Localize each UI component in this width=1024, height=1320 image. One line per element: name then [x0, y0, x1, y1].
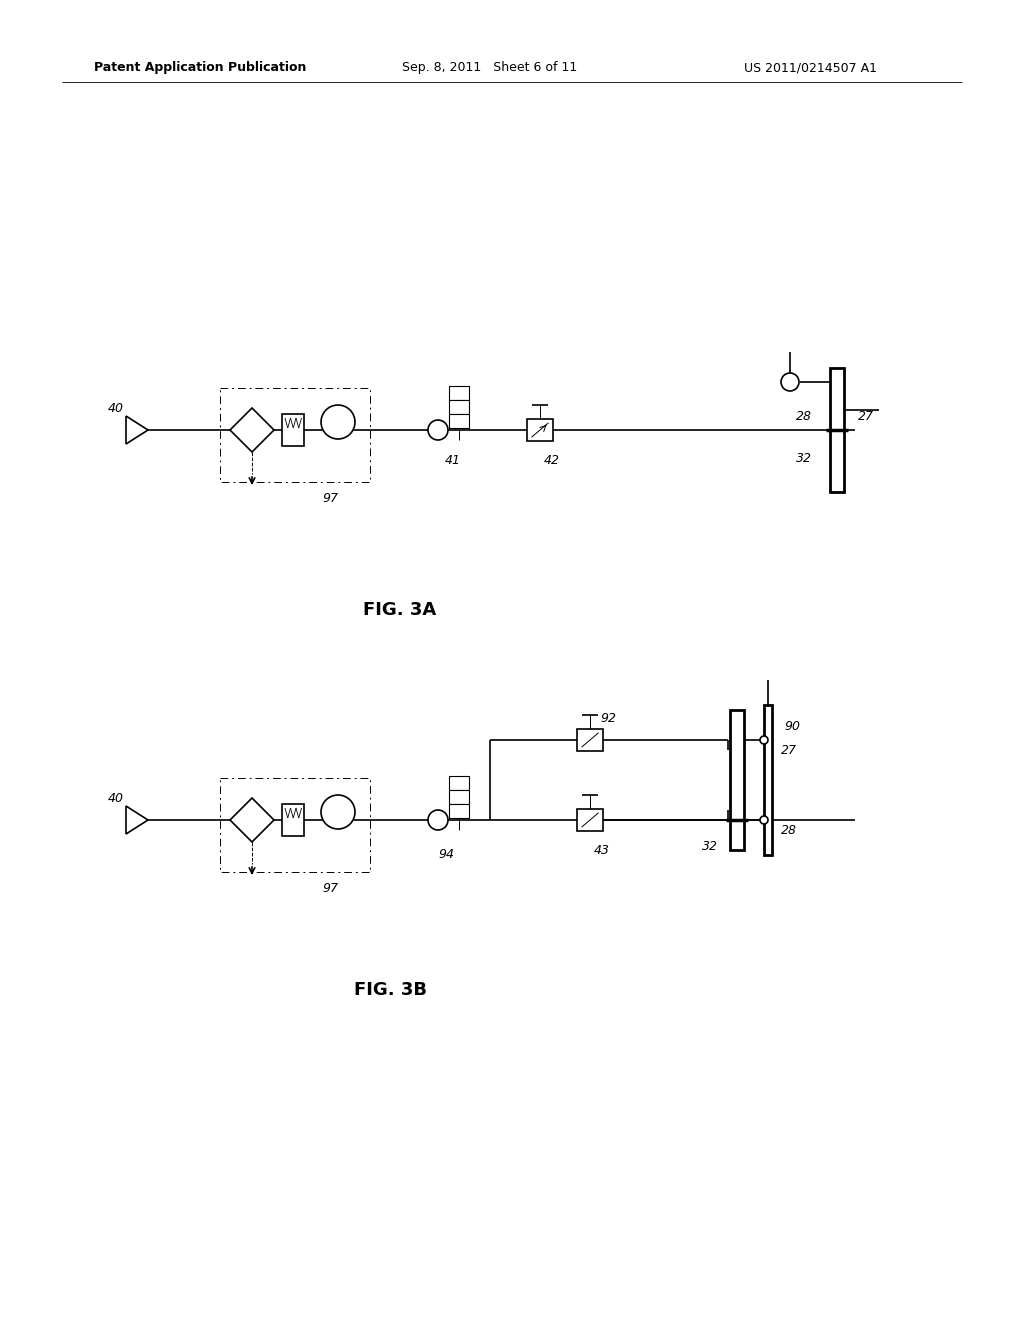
Polygon shape	[126, 807, 148, 834]
Text: US 2011/0214507 A1: US 2011/0214507 A1	[743, 62, 877, 74]
Circle shape	[781, 374, 799, 391]
Text: 42: 42	[544, 454, 560, 466]
Bar	[449, 804, 469, 818]
Text: 94: 94	[438, 847, 454, 861]
Bar	[577, 729, 603, 751]
Circle shape	[428, 420, 449, 440]
Bar	[730, 710, 744, 850]
Bar	[449, 385, 469, 400]
Text: FIG. 3B: FIG. 3B	[353, 981, 427, 999]
Bar	[282, 804, 304, 836]
Circle shape	[428, 810, 449, 830]
Text: 32: 32	[702, 840, 718, 853]
Text: 27: 27	[781, 743, 797, 756]
Circle shape	[321, 795, 355, 829]
Text: 97: 97	[322, 882, 338, 895]
Circle shape	[321, 405, 355, 440]
Polygon shape	[126, 416, 148, 444]
Bar	[449, 400, 469, 414]
Bar	[830, 368, 844, 492]
Text: Patent Application Publication: Patent Application Publication	[94, 62, 306, 74]
Bar	[449, 789, 469, 804]
Bar	[764, 705, 772, 855]
Bar	[449, 414, 469, 428]
Text: 27: 27	[858, 409, 874, 422]
Bar	[220, 777, 370, 873]
Text: 28: 28	[781, 824, 797, 837]
Text: 41: 41	[445, 454, 461, 466]
Text: FIG. 3A: FIG. 3A	[364, 601, 436, 619]
Circle shape	[760, 816, 768, 824]
Polygon shape	[230, 799, 274, 842]
Bar	[220, 388, 370, 482]
Text: 40: 40	[108, 401, 124, 414]
Text: Sep. 8, 2011   Sheet 6 of 11: Sep. 8, 2011 Sheet 6 of 11	[402, 62, 578, 74]
Text: 90: 90	[784, 719, 800, 733]
Text: 28: 28	[796, 409, 812, 422]
Text: 43: 43	[594, 843, 610, 857]
Bar	[449, 776, 469, 789]
Text: 32: 32	[796, 451, 812, 465]
Text: 92: 92	[600, 711, 616, 725]
Text: 40: 40	[108, 792, 124, 804]
Polygon shape	[230, 408, 274, 451]
Circle shape	[760, 737, 768, 744]
Bar	[527, 418, 553, 441]
Text: 97: 97	[322, 491, 338, 504]
Bar	[577, 809, 603, 832]
Bar	[282, 414, 304, 446]
